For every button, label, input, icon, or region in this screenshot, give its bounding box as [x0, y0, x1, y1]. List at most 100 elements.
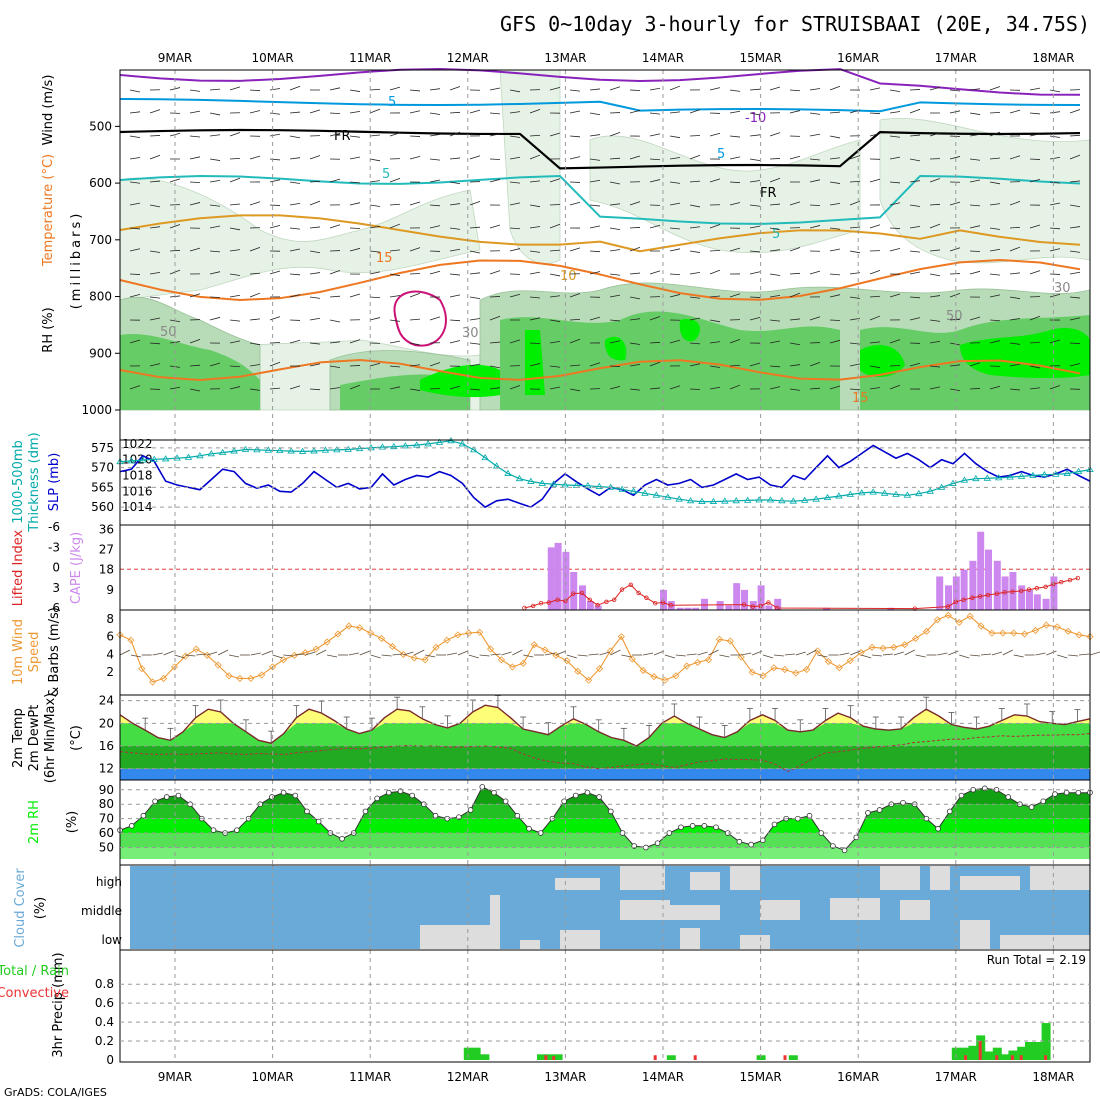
wind-barb [449, 294, 461, 298]
wind-barb-10m [1068, 654, 1079, 657]
rh2m-unit-label: (%) [65, 811, 80, 834]
rh-point-65 [876, 807, 883, 813]
wind-barb [1049, 181, 1061, 184]
wind-barb [829, 135, 841, 139]
wind-barb [149, 271, 161, 275]
wind-barb [509, 135, 521, 138]
wind-barb [809, 361, 821, 367]
wind-barb [869, 387, 881, 390]
wind-barb [889, 156, 901, 160]
thickness-point-64 [846, 490, 855, 497]
wind-barb [349, 181, 361, 184]
wind-barb [829, 385, 841, 390]
cloud-axis-label: Cloud Cover [13, 868, 28, 948]
wind-barb [909, 362, 921, 367]
wind-barb [909, 204, 921, 207]
wind-barb [189, 247, 201, 252]
wind-barb [1009, 246, 1021, 252]
precip-total-legend: Total / Rain [0, 964, 69, 979]
wind-point-9 [214, 661, 222, 669]
wind-barb [229, 157, 241, 160]
wind-barb [669, 157, 681, 160]
contour-purple-top [119, 68, 1081, 96]
wind-point-88 [1075, 631, 1083, 639]
wind-barb [289, 135, 301, 139]
wind-point-3 [149, 678, 157, 686]
li-point-31 [994, 591, 999, 596]
wind-barb [1029, 270, 1041, 275]
contour-label-1: 5 [388, 95, 396, 110]
li-point-2 [538, 601, 544, 606]
thickness-point-77 [994, 474, 1003, 481]
wind-barb [909, 158, 921, 162]
wind-barb [309, 296, 321, 299]
thick-tick-3: 575 [91, 441, 114, 455]
wind-barb [209, 296, 221, 298]
wind-barb [349, 202, 361, 206]
wind-barb [1029, 341, 1041, 344]
thickness-point-24 [390, 442, 398, 450]
wind-barb [829, 294, 841, 298]
contour-label-6: 5 [772, 227, 780, 242]
wind-barb [809, 133, 821, 137]
date-label-top-5: 14MAR [642, 51, 684, 65]
wind-barb [189, 156, 201, 160]
rh-point-70 [935, 825, 941, 832]
rh-point-10 [234, 827, 240, 833]
wind-barb [269, 112, 281, 115]
wind-barb [609, 86, 621, 91]
wind-barb [929, 178, 941, 183]
wind-barb [429, 362, 441, 367]
wind-point-61 [781, 665, 789, 674]
precip-total-bar-6 [666, 1055, 676, 1060]
contour-teal-5 [119, 175, 1081, 225]
wind-point-47 [628, 655, 636, 663]
wind-barb [929, 86, 941, 91]
wind-barb [609, 340, 621, 344]
cape-bar-23 [936, 576, 944, 610]
wind-barb [409, 388, 421, 391]
wind-barb [989, 385, 1001, 390]
wind-barb [489, 87, 501, 91]
wind-barb [209, 362, 221, 367]
precip-total-bar-18 [1025, 1042, 1034, 1060]
cape-bar-24 [944, 585, 952, 610]
wind-barb [669, 339, 681, 344]
wind-panel-frame [119, 609, 1091, 696]
wind-barb [369, 296, 381, 299]
wind-barb [769, 177, 781, 183]
wind-barb [429, 204, 441, 207]
wind-barb-10m [490, 653, 501, 656]
wind-point-80 [988, 629, 996, 637]
wind-barb [289, 339, 301, 344]
wind-point-54 [704, 656, 713, 664]
rh-band-4 [120, 789, 1090, 805]
rh-point-79 [1040, 798, 1047, 805]
wind-barb [489, 224, 501, 229]
thickness-point-63 [835, 492, 843, 499]
rh-light-area-0 [119, 177, 481, 301]
contour-label-2: 5 [717, 147, 725, 162]
thickness-point-26 [412, 441, 421, 448]
rh-point-76 [1005, 794, 1011, 800]
wind-point-58 [748, 668, 756, 676]
thickness-point-15 [287, 447, 295, 454]
wind-barb [309, 388, 321, 391]
wind-barb [789, 388, 801, 391]
wind-barb [1029, 178, 1041, 183]
dewpoint-series [119, 732, 1091, 773]
wind-barb [649, 341, 661, 344]
thick-tick-1: 565 [91, 480, 114, 494]
wind-point-36 [508, 663, 516, 671]
thickness-point-65 [858, 489, 866, 496]
thickness-point-48 [664, 493, 672, 500]
wind-barb [689, 250, 701, 253]
rh-point-80 [1052, 791, 1058, 797]
wind-barb-10m [893, 651, 904, 656]
cape-bar-5 [586, 601, 594, 610]
wind-barb-10m [861, 654, 872, 659]
cloud-fill-15 [520, 940, 540, 949]
precip-conv-bar-6 [978, 1041, 982, 1060]
wind-barb [129, 385, 141, 390]
thickness-point-8 [207, 450, 216, 457]
